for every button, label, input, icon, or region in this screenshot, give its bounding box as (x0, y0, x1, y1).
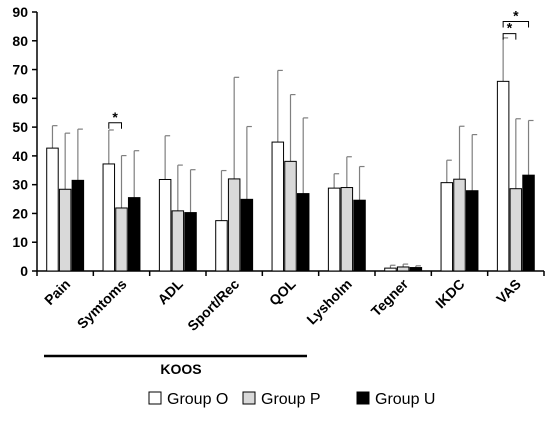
bar-group-p-vas (509, 188, 523, 272)
y-tick-label: 80 (12, 33, 28, 49)
error-bars (51, 37, 534, 269)
legend-swatch-group-u (356, 391, 370, 405)
category-label-sport-rec: Sport/Rec (184, 276, 242, 334)
bar-group-u-lysholm (353, 199, 366, 272)
category-label-symtoms: Symtoms (74, 276, 130, 332)
bar-group-o-vas (496, 80, 510, 272)
bar-group-p-pain (58, 188, 72, 272)
legend-label-group-p: Group P (261, 391, 321, 408)
legend-label-group-u: Group U (375, 391, 435, 408)
category-label-ikdc: IKDC (432, 276, 468, 312)
significance-star: * (507, 20, 513, 36)
bar-group-p-sport-rec (227, 178, 241, 272)
y-tick-label: 30 (12, 177, 28, 193)
bar-group-o-qol (271, 141, 285, 272)
bar-group-o-ikdc (440, 182, 454, 272)
legend: Group O Group P Group U (148, 391, 435, 408)
category-label-qol: QOL (266, 275, 299, 308)
y-tick-label: 70 (12, 62, 28, 78)
legend-label-group-o: Group O (167, 391, 228, 408)
bar-group-o-pain (46, 147, 59, 272)
bar-group-u-ikdc (465, 190, 479, 272)
y-tick-label: 20 (12, 205, 28, 221)
bar-group-p-lysholm (340, 187, 354, 272)
bar-group-p-ikdc (453, 178, 466, 272)
category-label-pain: Pain (41, 276, 73, 308)
bar-group-o-tegner (384, 267, 397, 272)
y-tick-label: 60 (12, 90, 28, 106)
significance-star: * (513, 7, 519, 23)
bar-group-u-sport-rec (240, 198, 254, 272)
bar-group-o-lysholm (327, 187, 341, 272)
bar-group-u-symtoms (127, 197, 141, 272)
significance-bracket (502, 33, 517, 40)
legend-swatch-group-p (242, 391, 256, 405)
bar-group-o-symtoms (102, 163, 116, 272)
y-axis: 0 10 20 30 40 50 60 70 80 90 (12, 4, 38, 279)
category-label-adl: ADL (154, 275, 186, 307)
bar-group-p-adl (171, 210, 185, 272)
y-tick-label: 0 (20, 263, 28, 279)
bar-group-p-tegner (396, 266, 410, 272)
bar-group-p-qol (284, 160, 297, 272)
category-label-tegner: Tegner (368, 275, 412, 319)
koos-group-text: KOOS (160, 361, 201, 377)
y-tick-label: 10 (12, 234, 28, 250)
y-tick-label: 90 (12, 4, 28, 20)
bar-group-o-sport-rec (215, 220, 228, 272)
significance-bracket (108, 122, 122, 129)
significance-brackets: *** (108, 7, 530, 129)
bar-group-u-tegner (409, 267, 423, 272)
category-label-vas: VAS (493, 276, 524, 307)
bar-group-o-adl (158, 178, 172, 272)
bars (46, 80, 535, 272)
bar-group-u-vas (522, 174, 535, 272)
x-axis (36, 270, 545, 276)
koos-group-label: KOOS (44, 354, 307, 377)
bar-group-p-symtoms (115, 207, 128, 272)
category-label-lysholm: Lysholm (303, 276, 355, 328)
bar-group-u-pain (71, 179, 85, 272)
significance-bracket (502, 20, 530, 28)
significance-star: * (112, 109, 118, 125)
y-tick-label: 40 (12, 148, 28, 164)
y-tick-label: 50 (12, 119, 28, 135)
legend-swatch-group-o (148, 391, 162, 405)
bar-group-u-adl (184, 212, 197, 272)
bar-group-u-qol (296, 193, 310, 272)
